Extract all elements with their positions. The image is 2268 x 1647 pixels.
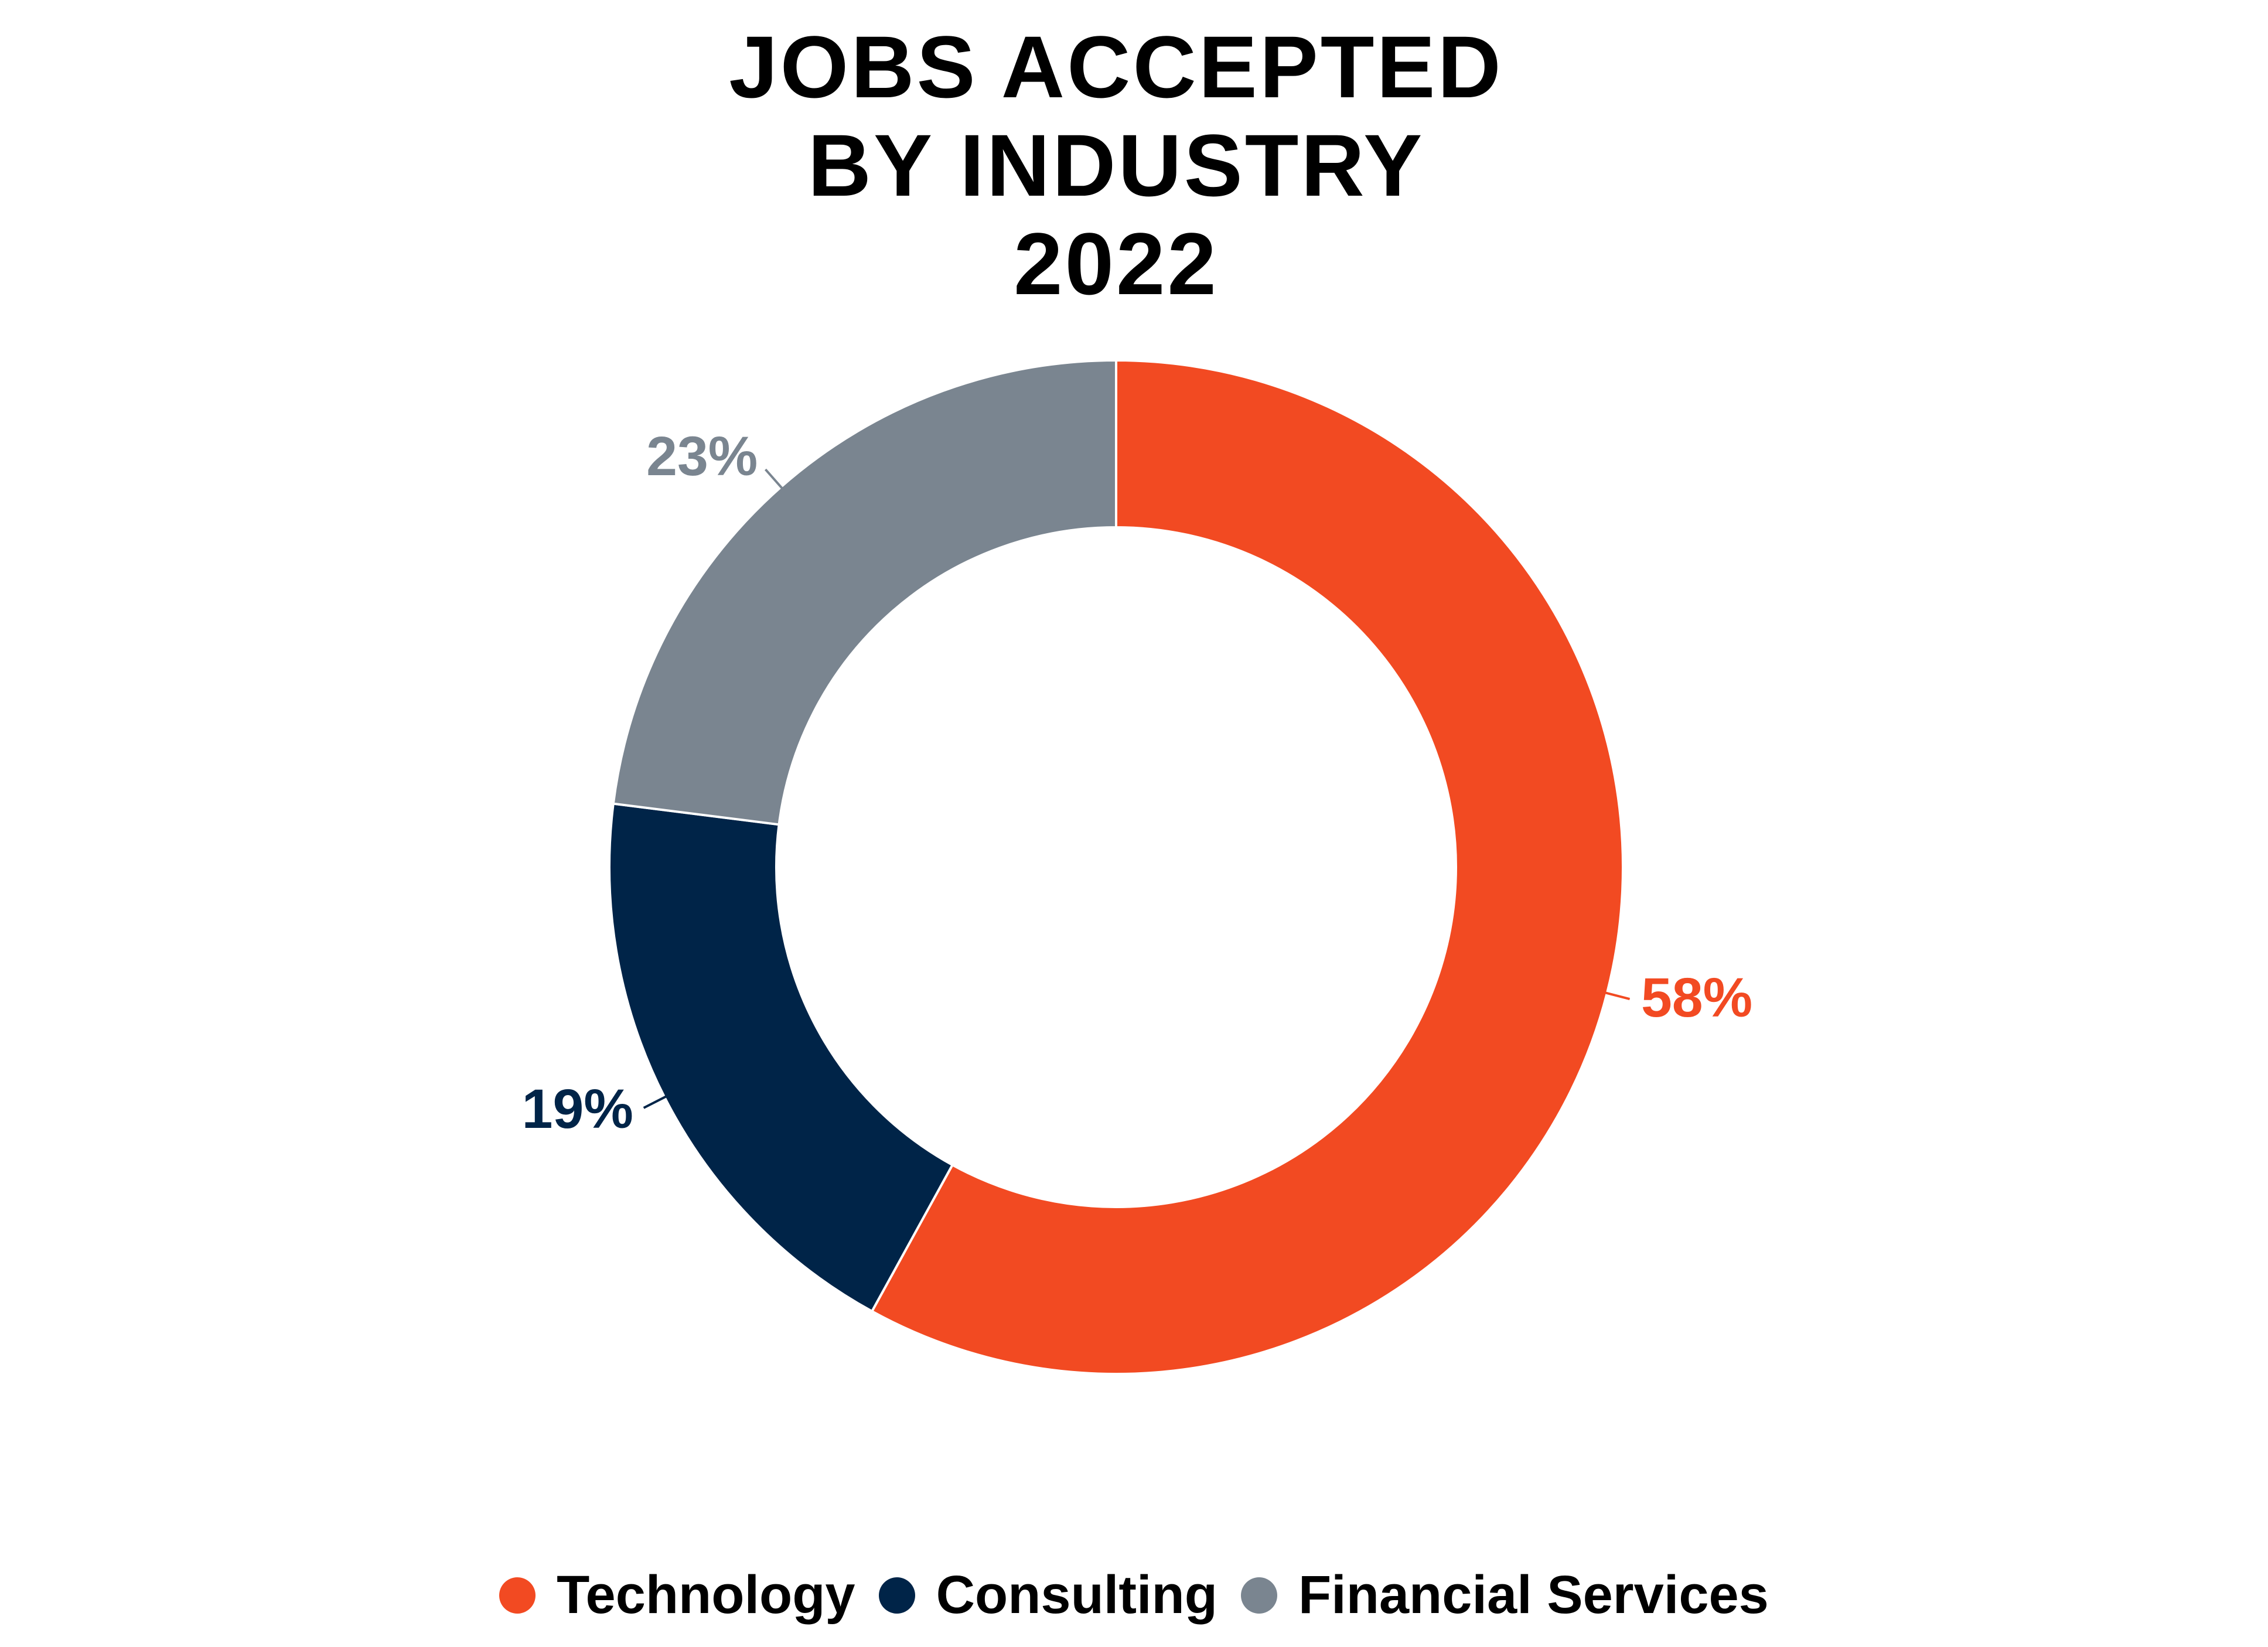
leader-line [643, 1094, 668, 1109]
legend-swatch [499, 1577, 536, 1614]
chart-title: JOBS ACCEPTED BY INDUSTRY 2022 [729, 18, 1503, 313]
legend: Technology Consulting Financial Services [0, 1564, 2268, 1626]
legend-label: Consulting [936, 1565, 1217, 1625]
legend-entry: Consulting [878, 1564, 1217, 1626]
leader-line [1604, 991, 1631, 1001]
legend-label: Technology [557, 1565, 855, 1625]
legend-entry: Financial Services [1240, 1564, 1769, 1626]
donut-segment [608, 802, 954, 1313]
value-label: 58% [1641, 967, 1752, 1029]
leader-line [765, 468, 784, 490]
donut-segment [870, 359, 1624, 1375]
legend-swatch [1240, 1577, 1277, 1614]
value-label: 19% [522, 1078, 633, 1140]
legend-swatch [878, 1577, 915, 1614]
donut-segment [612, 359, 1117, 826]
value-label: 23% [646, 425, 758, 487]
legend-entry: Technology [499, 1564, 855, 1626]
legend-label: Financial Services [1298, 1565, 1769, 1625]
